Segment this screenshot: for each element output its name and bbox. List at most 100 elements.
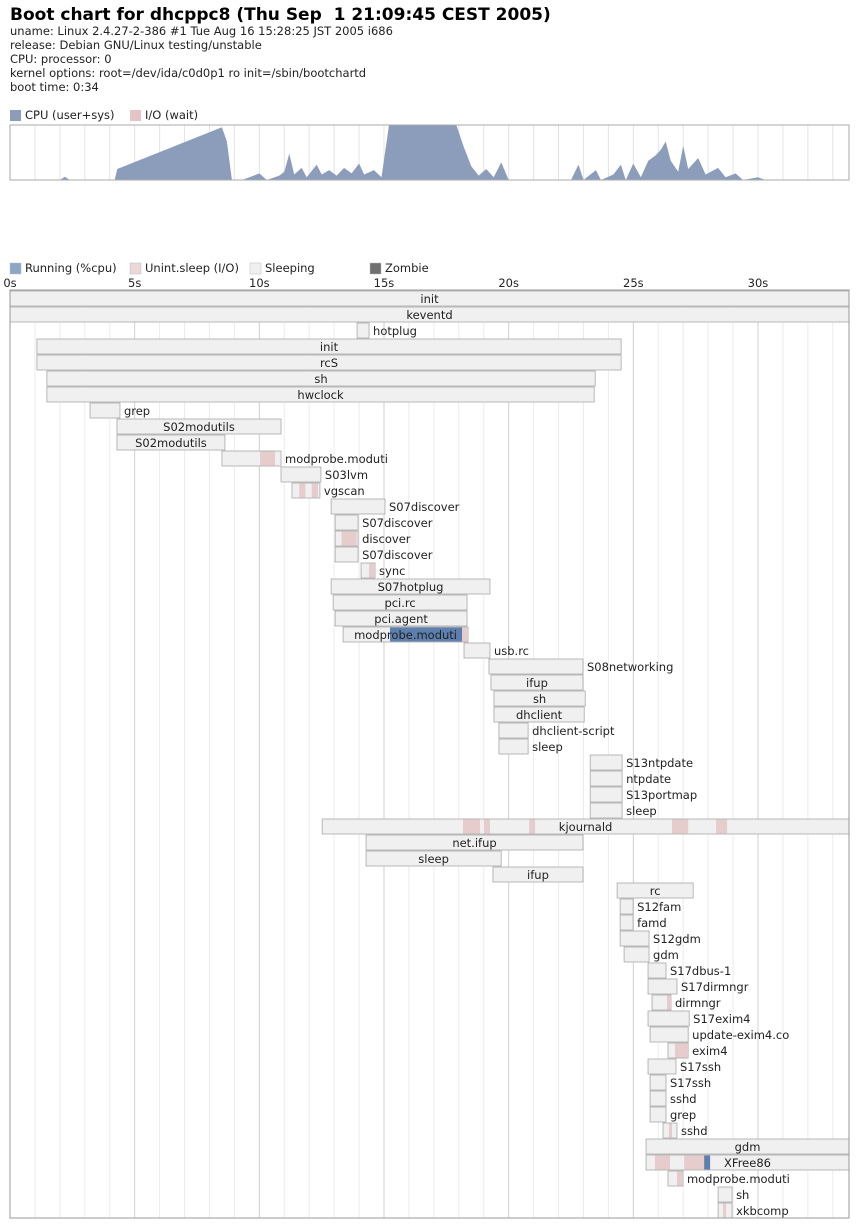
io-segment xyxy=(299,483,306,498)
running-segment xyxy=(389,627,463,642)
process-box xyxy=(649,1026,689,1043)
process-box xyxy=(647,978,678,995)
process-label: sh xyxy=(314,372,327,386)
process-label: modprobe.moduti xyxy=(354,628,457,642)
process-box xyxy=(89,402,121,419)
process-box xyxy=(498,722,529,739)
process-box xyxy=(492,866,584,883)
io-segment xyxy=(463,819,480,834)
process-label: gdm xyxy=(735,1140,761,1154)
process-label: S02modutils xyxy=(135,436,207,450)
process-box xyxy=(589,770,623,787)
process-label: keventd xyxy=(406,308,452,322)
io-segment xyxy=(668,1123,672,1138)
process-label: S17dbus-1 xyxy=(670,964,731,978)
x-tick-label: 5s xyxy=(128,276,141,290)
io-segment xyxy=(716,819,728,834)
x-tick-label: 15s xyxy=(374,276,395,290)
process-label: net.ifup xyxy=(452,836,496,850)
process-label: dhclient xyxy=(516,708,563,722)
process-box xyxy=(334,610,468,627)
process-box xyxy=(589,786,623,803)
process-box xyxy=(332,594,468,611)
process-box xyxy=(330,498,386,515)
process-label: sshd xyxy=(670,1092,697,1106)
legend-label: Unint.sleep (I/O) xyxy=(145,261,239,275)
info-line: boot time: 0:34 xyxy=(10,80,99,94)
process-box xyxy=(334,514,359,531)
io-segment xyxy=(462,627,468,642)
io-segment xyxy=(483,819,490,834)
io-segment xyxy=(369,563,375,578)
io-segment xyxy=(723,1203,727,1218)
process-label: S12fam xyxy=(637,900,681,914)
info-line: CPU: processor: 0 xyxy=(10,52,112,66)
process-box xyxy=(616,882,694,899)
process-box xyxy=(717,1186,733,1203)
process-box xyxy=(490,674,584,691)
process-box xyxy=(46,386,595,403)
process-label: S07discover xyxy=(362,516,433,530)
legend-swatch xyxy=(9,262,22,275)
process-box xyxy=(334,546,359,563)
running-segment xyxy=(704,1155,711,1170)
process-label: S17ssh xyxy=(680,1060,721,1074)
io-segment xyxy=(260,451,276,466)
io-segment xyxy=(674,1043,689,1058)
legend-label: I/O (wait) xyxy=(145,108,198,122)
process-label: S13portmap xyxy=(626,788,697,802)
process-box xyxy=(365,834,584,851)
legend-label: Running (%cpu) xyxy=(25,261,117,275)
process-label: S07hotplug xyxy=(378,580,444,594)
process-box xyxy=(619,930,650,947)
process-label: discover xyxy=(362,532,411,546)
process-box xyxy=(493,690,586,707)
process-label: modprobe.moduti xyxy=(285,452,388,466)
process-box xyxy=(649,1074,667,1091)
x-tick-label: 30s xyxy=(748,276,769,290)
process-label: init xyxy=(420,292,439,306)
process-label: ntpdate xyxy=(626,772,671,786)
legend-swatch xyxy=(129,262,142,275)
process-label: sleep xyxy=(626,804,657,818)
process-label: xkbcomp xyxy=(736,1204,789,1218)
process-label: pci.rc xyxy=(384,596,415,610)
info-line: release: Debian GNU/Linux testing/unstab… xyxy=(10,38,262,52)
process-box xyxy=(365,850,502,867)
process-label: S12gdm xyxy=(653,932,701,946)
io-segment xyxy=(311,483,318,498)
process-box xyxy=(498,738,529,755)
process-label: S17dirmngr xyxy=(681,980,749,994)
legend-label: Sleeping xyxy=(265,261,315,275)
x-tick-label: 25s xyxy=(623,276,644,290)
process-label: XFree86 xyxy=(724,1156,771,1170)
io-segment xyxy=(671,819,689,834)
process-label: modprobe.moduti xyxy=(687,1172,790,1186)
process-box xyxy=(649,1106,667,1123)
process-label: dhclient-script xyxy=(532,724,615,738)
process-label: sync xyxy=(379,564,405,578)
process-box xyxy=(619,898,634,915)
process-box xyxy=(493,706,585,723)
process-box xyxy=(330,578,491,595)
io-segment xyxy=(684,1155,705,1170)
plot-border xyxy=(9,289,850,1219)
process-box xyxy=(589,802,623,819)
plot-border xyxy=(9,124,850,181)
io-segment xyxy=(341,531,357,546)
process-box xyxy=(36,338,622,355)
cpu-area xyxy=(10,125,849,180)
process-label: rcS xyxy=(320,356,338,370)
process-label: S13ntpdate xyxy=(626,756,693,770)
process-label: usb.rc xyxy=(494,644,529,658)
x-tick-label: 10s xyxy=(249,276,270,290)
process-label: grep xyxy=(124,404,150,418)
process-label: S17exim4 xyxy=(693,1012,750,1026)
legend-label: CPU (user+sys) xyxy=(25,108,115,122)
process-box xyxy=(36,354,622,371)
info-line: kernel options: root=/dev/ida/c0d0p1 ro … xyxy=(10,66,366,80)
process-label: sleep xyxy=(418,852,449,866)
info-line: uname: Linux 2.4.27-2-386 #1 Tue Aug 16 … xyxy=(10,24,393,38)
process-label: sleep xyxy=(532,740,563,754)
process-box xyxy=(619,914,634,931)
